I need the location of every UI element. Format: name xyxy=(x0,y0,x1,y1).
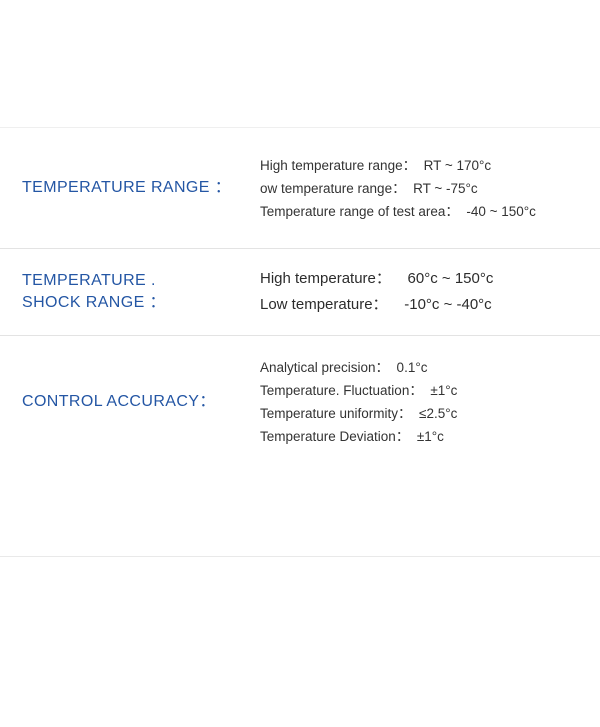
spec-line-analytical-precision: Analytical precision： 0.1°c xyxy=(260,360,428,375)
row-label-line: TEMPERATURE RANGE ： xyxy=(22,179,232,196)
spec-line-temperature-deviation: Temperature Deviation： ±1°c xyxy=(260,429,444,444)
spec-list-temperature-shock-range: High temperature： 60°c ~ 150°c Low tempe… xyxy=(260,266,600,318)
spec-table: TEMPERATURE RANGE ： High temperature ran… xyxy=(0,127,600,557)
spec-line-high-temperature-range: High temperature range： RT ~ 170°c xyxy=(260,157,492,173)
spec-list-control-accuracy: Analytical precision： 0.1°c Temperature.… xyxy=(260,356,600,448)
table-bottom-spacer xyxy=(0,468,600,556)
row-label-line: CONTROL ACCURACY： xyxy=(22,393,216,410)
spec-line-low-temperature-range: ow temperature range： RT ~ -75°c xyxy=(260,180,478,196)
spec-line-temperature-fluctuation: Temperature. Fluctuation： ±1°c xyxy=(260,383,458,398)
spec-row-temperature-shock-range: TEMPERATURE . SHOCK RANGE ： High tempera… xyxy=(0,249,600,336)
spec-line-high-temperature: High temperature： 60°c ~ 150°c xyxy=(260,270,494,287)
row-label-control-accuracy: CONTROL ACCURACY： xyxy=(0,391,260,413)
row-label-temperature-shock-range: TEMPERATURE . SHOCK RANGE ： xyxy=(0,270,260,314)
spec-list-temperature-range: High temperature range： RT ~ 170°c ow te… xyxy=(260,154,600,223)
spec-row-temperature-range: TEMPERATURE RANGE ： High temperature ran… xyxy=(0,128,600,249)
spec-row-control-accuracy: CONTROL ACCURACY： Analytical precision： … xyxy=(0,336,600,468)
spec-line-test-area-range: Temperature range of test area： -40 ~ 15… xyxy=(260,203,536,219)
spec-line-temperature-uniformity: Temperature uniformity： ≤2.5°c xyxy=(260,406,458,421)
row-label-line: TEMPERATURE . xyxy=(22,272,156,289)
row-label-line: SHOCK RANGE ： xyxy=(22,294,166,311)
spec-line-low-temperature: Low temperature： -10°c ~ -40°c xyxy=(260,296,492,313)
row-label-temperature-range: TEMPERATURE RANGE ： xyxy=(0,177,260,199)
